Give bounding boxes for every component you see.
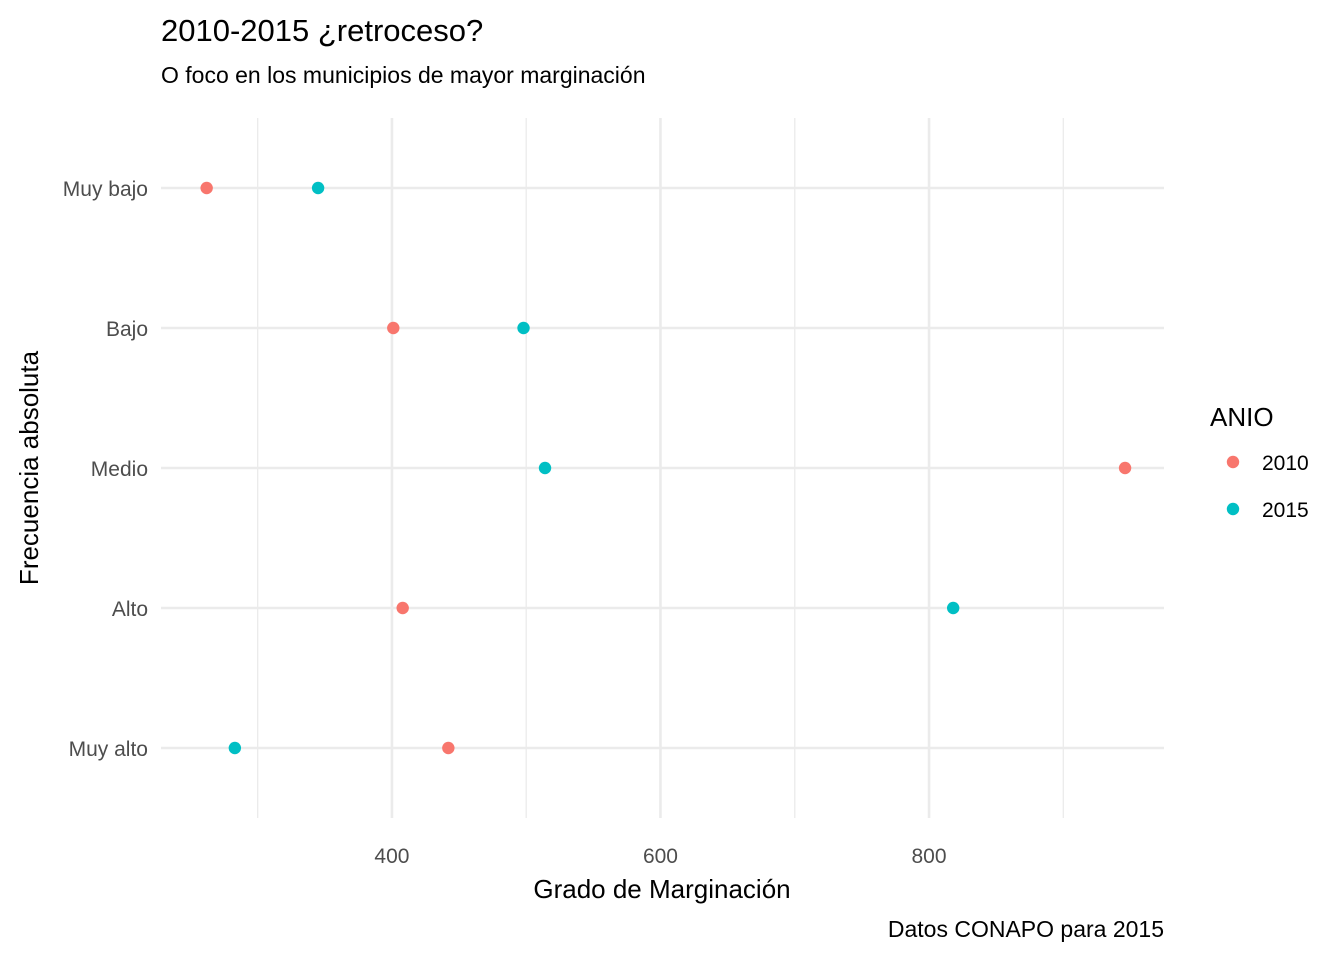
chart-title: 2010-2015 ¿retroceso?	[161, 13, 483, 48]
y-tick-label-alto: Alto	[112, 598, 148, 621]
chart-caption: Datos CONAPO para 2015	[888, 916, 1164, 942]
point-2010-muy-alto	[442, 741, 455, 755]
chart-subtitle: O foco en los municipios de mayor margin…	[161, 62, 646, 88]
point-2010-alto	[396, 601, 409, 615]
legend-label-2010: 2010	[1262, 452, 1309, 475]
point-2010-muy-bajo	[200, 181, 213, 195]
point-2010-medio	[1118, 461, 1132, 475]
x-tick-label-800: 800	[912, 845, 947, 868]
x-tick-label-400: 400	[374, 845, 409, 868]
point-2015-bajo	[517, 321, 530, 335]
y-axis-title: Frecuencia absoluta	[14, 350, 44, 585]
plot-grid	[161, 118, 1164, 818]
point-2010-bajo	[387, 321, 400, 335]
legend-key-2015	[1226, 502, 1240, 516]
y-tick-label-medio: Medio	[91, 458, 148, 481]
x-axis-title: Grado de Marginación	[533, 874, 790, 904]
point-2015-muy-alto	[228, 741, 242, 755]
legend-key-2010	[1226, 455, 1240, 469]
y-tick-label-muy-bajo: Muy bajo	[63, 178, 148, 201]
point-2015-muy-bajo	[311, 181, 325, 195]
x-axis-ticks: 400 600 800	[374, 845, 946, 868]
x-tick-label-600: 600	[643, 845, 678, 868]
y-axis-ticks: Muy bajo Bajo Medio Alto Muy alto	[63, 178, 148, 761]
y-tick-label-muy-alto: Muy alto	[69, 738, 148, 761]
legend-title: ANIO	[1210, 402, 1274, 432]
point-2015-medio	[538, 461, 552, 475]
y-tick-label-bajo: Bajo	[106, 318, 148, 341]
legend-label-2015: 2015	[1262, 499, 1309, 522]
data-points	[200, 181, 1132, 755]
legend: ANIO 2010 2015	[1210, 402, 1309, 522]
point-2015-alto	[946, 601, 960, 615]
